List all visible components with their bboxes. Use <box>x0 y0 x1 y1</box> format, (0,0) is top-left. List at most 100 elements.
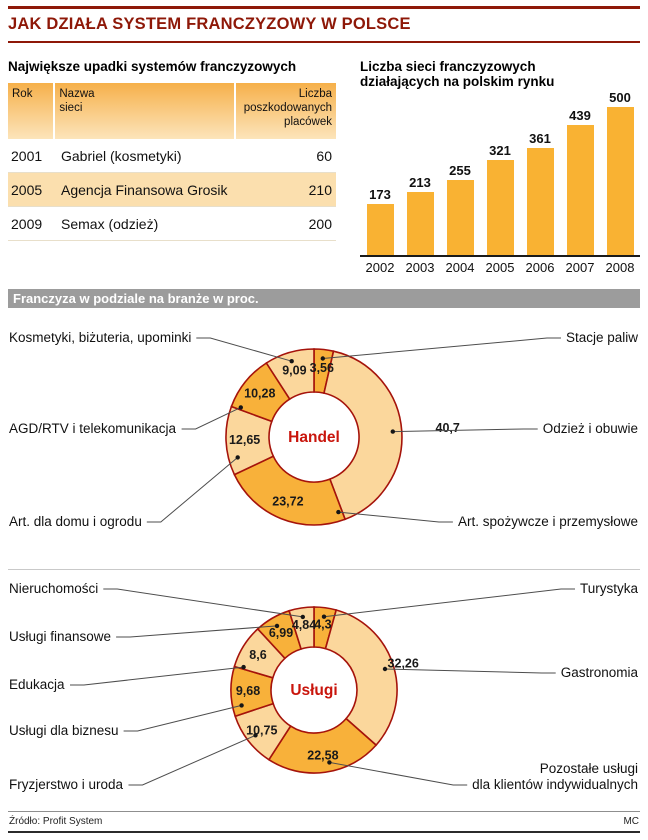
leader-dot <box>289 359 294 364</box>
segment-value: 23,72 <box>272 494 303 508</box>
segment-value: 10,28 <box>244 387 275 401</box>
bar-year-label: 2004 <box>445 260 475 275</box>
cell-liczba: 200 <box>308 215 332 232</box>
bar-chart-section: Liczba sieci franczyzowych działających … <box>346 59 640 275</box>
footer: Źródło: Profit System MC <box>8 811 640 830</box>
table-row: 2009 Semax (odzież) 200 <box>8 207 336 241</box>
bar <box>486 160 514 255</box>
bar-chart: 173 213 255 321 361 439 500 <box>360 90 640 257</box>
column-header-rok: Rok <box>12 88 33 100</box>
bar-value-label: 439 <box>569 108 591 123</box>
cell-rok: 2005 <box>11 181 43 198</box>
donut-segment <box>324 609 398 747</box>
source-label: Źródło: Profit System <box>9 816 103 827</box>
bar <box>406 192 434 255</box>
leader-dot <box>253 733 258 738</box>
leader-dot <box>321 614 327 619</box>
leader-line <box>128 734 256 786</box>
failures-table: Rok Nazwa sieci Liczba poszkodowanych pl… <box>8 83 336 241</box>
title-underline-rule <box>8 41 640 43</box>
bar-group: 173 <box>360 187 400 255</box>
cell-rok: 2009 <box>11 215 43 232</box>
bar-group: 255 <box>440 163 480 255</box>
bar-value-label: 361 <box>529 131 551 146</box>
leader-line <box>181 406 242 430</box>
bar-chart-title: Liczba sieci franczyzowych działających … <box>360 59 555 89</box>
cell-rok: 2001 <box>11 147 43 164</box>
donut-segment <box>265 348 315 401</box>
segment-label: Stacje paliw <box>566 330 638 345</box>
cell-liczba: 60 <box>316 147 332 164</box>
segment-value: 3,56 <box>310 361 334 375</box>
cell-nazwa: Gabriel (kosmetyki) <box>61 147 182 164</box>
segment-label: Art. dla domu i ogrodu <box>9 514 142 529</box>
segment-value: 40,7 <box>436 421 460 435</box>
bar-value-label: 500 <box>609 90 631 105</box>
bar-year-label: 2006 <box>525 260 555 275</box>
segment-label: Nieruchomości <box>9 581 98 596</box>
leader-line <box>322 337 561 359</box>
leader-line <box>123 704 242 732</box>
segment-label: Fryzjerstwo i uroda <box>9 777 124 792</box>
leader-line <box>323 588 575 618</box>
leader-dot <box>327 760 332 765</box>
column-header-nazwa-text: Nazwa sieci <box>59 88 95 115</box>
leader-line <box>392 428 538 433</box>
table-header-row: Rok Nazwa sieci Liczba poszkodowanych pl… <box>8 83 336 139</box>
donut-center-label: Usługi <box>290 682 337 699</box>
segment-label: Usługi dla biznesu <box>9 723 119 738</box>
page-title: JAK DZIAŁA SYSTEM FRANCZYZOWY W POLSCE <box>8 15 411 33</box>
segment-label: Kosmetyki, biżuteria, upominki <box>9 330 191 345</box>
segment-value: 9,09 <box>282 363 306 377</box>
leader-line <box>103 588 303 618</box>
bar-value-label: 255 <box>449 163 471 178</box>
leader-line <box>196 337 292 362</box>
failures-section: Największe upadki systemów franczyzowych… <box>8 59 346 275</box>
segment-value: 22,58 <box>307 748 338 762</box>
cell-nazwa: Semax (odzież) <box>61 215 159 232</box>
cell-liczba: 210 <box>308 181 332 198</box>
top-accent-rule <box>8 6 640 9</box>
bar-value-label: 213 <box>409 175 431 190</box>
segment-label: Gastronomia <box>561 665 639 680</box>
segment-value: 4,3 <box>314 618 331 632</box>
leader-line <box>384 668 556 674</box>
leader-line <box>338 511 453 523</box>
leader-dot <box>274 623 280 629</box>
leader-dot <box>390 429 395 434</box>
segment-label: Pozostałe usługi dla klientów indywidualn… <box>472 761 638 792</box>
table-row: 2005 Agencja Finansowa Grosik 210 <box>8 173 336 207</box>
segment-label: Turystyka <box>580 581 638 596</box>
uslugi-donut-chart: 4,3 Turystyka 32,26 Gastronomia 22,58 Pozosta… <box>9 581 639 792</box>
leader-dot <box>320 356 325 361</box>
segment-value: 4,84 <box>292 618 316 632</box>
bar <box>566 125 594 255</box>
bar-group: 213 <box>400 175 440 255</box>
bar-year-label: 2005 <box>485 260 515 275</box>
bar-group: 361 <box>520 131 560 255</box>
leader-dot <box>336 509 341 515</box>
leader-dot <box>300 614 305 620</box>
segment-label: Art. spożywcze i przemysłowe <box>458 514 638 529</box>
bar-year-label: 2007 <box>565 260 595 275</box>
bar-group: 439 <box>560 108 600 255</box>
leader-dot <box>241 664 246 670</box>
bar-year-label: 2002 <box>365 260 395 275</box>
bar-chart-x-axis: 2002 2003 2004 2005 2006 2007 2008 <box>360 257 640 275</box>
bar-value-label: 173 <box>369 187 391 202</box>
leader-dot <box>235 455 240 460</box>
credit-label: MC <box>623 816 639 827</box>
bar-value-label: 321 <box>489 143 511 158</box>
leader-dot <box>238 405 243 410</box>
segment-label: Usługi finansowe <box>9 629 111 644</box>
failures-table-title: Największe upadki systemów franczyzowych <box>8 59 297 74</box>
bar-year-label: 2008 <box>605 260 635 275</box>
segment-value: 6,99 <box>269 626 293 640</box>
segment-value: 32,26 <box>388 657 419 671</box>
donut-center-label: Handel <box>288 429 340 446</box>
handel-donut-chart: 3,56 Stacje paliw 40,7 Odzież i obuwie 23,72… <box>9 330 638 529</box>
segment-value: 8,6 <box>249 648 266 662</box>
donut-segment <box>288 606 315 651</box>
bar-year-label: 2003 <box>405 260 435 275</box>
